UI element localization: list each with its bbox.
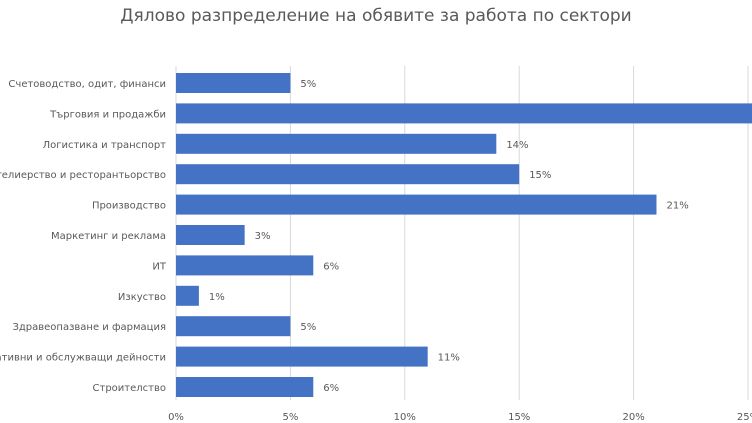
data-label: 1% [209,292,225,303]
x-tick-label: 0% [168,412,184,423]
data-label: 14% [506,140,528,151]
data-label: 6% [323,261,339,272]
chart-title: Дялово разпределение на обявите за работ… [120,6,632,26]
category-label: Търговия и продажби [49,109,166,120]
bar [176,194,657,215]
category-label: Производство [92,201,166,212]
x-tick-label: 20% [622,412,644,423]
data-label: 5% [300,79,316,90]
bar [176,133,497,154]
bar [176,255,314,276]
data-label: 11% [438,353,460,364]
x-tick-label: 10% [394,412,416,423]
bar [176,225,245,245]
bar [176,164,520,185]
category-label: Маркетинг и реклама [51,231,166,242]
x-tick-label: 25% [737,412,752,423]
bar [176,377,314,397]
category-label: Строителство [93,383,166,394]
bar [176,73,291,93]
x-tick-label: 15% [508,412,530,423]
data-label: 21% [666,201,688,212]
category-label: ИТ [152,261,166,272]
bar [176,316,291,337]
data-label: 6% [323,383,339,394]
bar [176,285,199,306]
bar [176,103,752,124]
bar [176,346,428,367]
category-label: Административни и обслужващи дейности [0,353,166,364]
data-label: 3% [255,231,271,242]
data-label: 15% [529,170,551,181]
category-label: Логистика и транспорт [43,140,167,151]
data-label: 5% [300,322,316,333]
category-label: Хотелиерство и ресторантьорство [0,170,166,181]
category-label: Здравеопазване и фармация [12,322,166,333]
category-label: Счетоводство, одит, финанси [8,79,166,90]
category-label: Изкуство [118,292,166,303]
x-tick-label: 5% [282,412,298,423]
